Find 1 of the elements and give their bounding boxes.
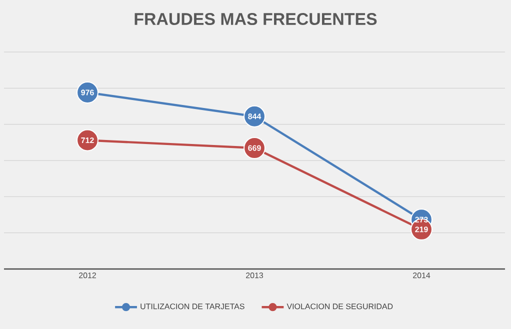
chart-title: FRAUDES MAS FRECUENTES bbox=[134, 13, 377, 25]
